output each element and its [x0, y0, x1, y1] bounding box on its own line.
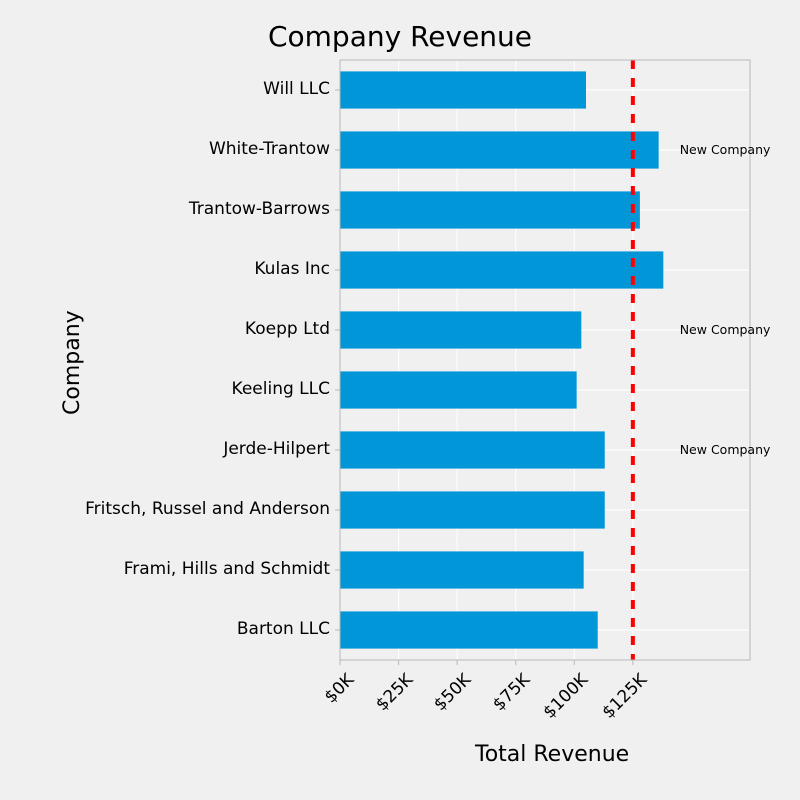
y-tick-label: Trantow-Barrows: [189, 199, 330, 219]
bar: [340, 491, 605, 528]
bar: [340, 431, 605, 468]
y-tick-label: Kulas Inc: [254, 259, 330, 279]
bar: [340, 191, 640, 228]
y-tick-label: Keeling LLC: [232, 379, 330, 399]
y-tick-label: White-Trantow: [209, 139, 330, 159]
chart-annotation: New Company: [680, 142, 771, 157]
bar: [340, 611, 598, 648]
y-tick-label: Barton LLC: [237, 619, 330, 639]
figure: Company Revenue Company Total Revenue Wi…: [0, 0, 800, 800]
bar: [340, 251, 663, 288]
y-tick-label: Will LLC: [263, 79, 330, 99]
chart-annotation: New Company: [680, 442, 771, 457]
bar: [340, 71, 586, 108]
bar: [340, 311, 581, 348]
chart-annotation: New Company: [680, 322, 771, 337]
bar: [340, 371, 577, 408]
y-tick-label: Frami, Hills and Schmidt: [124, 559, 330, 579]
bar: [340, 551, 584, 588]
bar: [340, 131, 659, 168]
y-tick-label: Koepp Ltd: [245, 319, 330, 339]
y-tick-label: Fritsch, Russel and Anderson: [85, 499, 330, 519]
y-tick-label: Jerde-Hilpert: [223, 439, 330, 459]
